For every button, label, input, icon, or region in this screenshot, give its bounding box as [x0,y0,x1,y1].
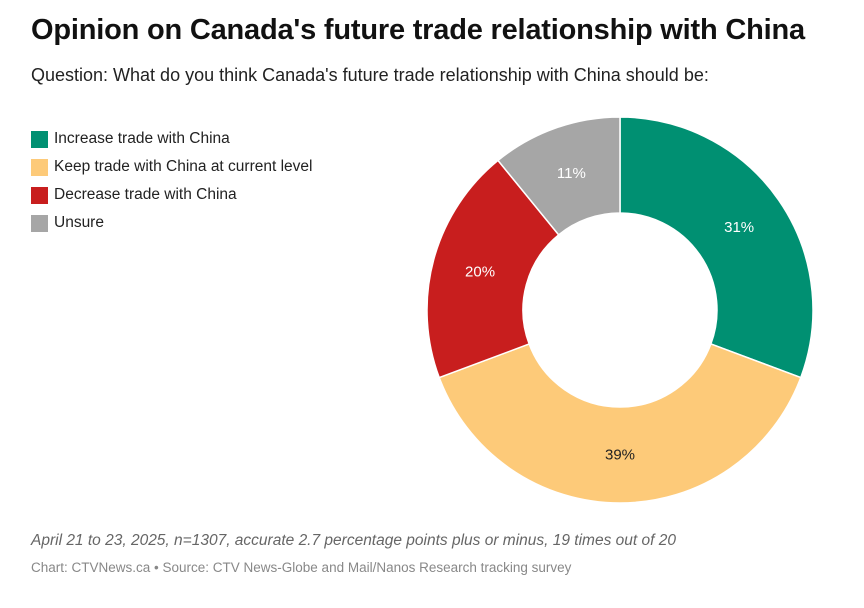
chart-credit: Chart: CTVNews.ca • Source: CTV News-Glo… [31,560,572,575]
donut-slice-decrease [426,159,560,379]
donut-slice-unsure [496,116,621,236]
legend-item-keep: Keep trade with China at current level [31,153,312,181]
legend-swatch [31,130,48,148]
legend-label: Keep trade with China at current level [54,158,313,175]
survey-note: April 21 to 23, 2025, n=1307, accurate 2… [31,532,676,549]
donut-slice-increase [619,116,814,379]
legend-item-decrease: Decrease trade with China [31,181,312,209]
legend-item-increase: Increase trade with China [31,125,312,153]
legend-label: Decrease trade with China [54,186,237,203]
chart-title: Opinion on Canada's future trade relatio… [31,14,805,46]
legend-swatch [31,186,48,204]
donut-slice-keep [438,342,802,504]
slice-label-keep: 39% [605,447,635,464]
slice-label-increase: 31% [724,219,754,236]
slice-label-decrease: 20% [465,264,495,281]
chart-subtitle: Question: What do you think Canada's fut… [31,65,709,85]
slice-label-unsure: 11% [557,165,586,182]
legend-swatch [31,158,48,176]
legend-label: Increase trade with China [54,130,230,147]
chart-legend: Increase trade with China Keep trade wit… [31,125,312,237]
legend-label: Unsure [54,214,104,231]
legend-swatch [31,214,48,232]
legend-item-unsure: Unsure [31,209,312,237]
